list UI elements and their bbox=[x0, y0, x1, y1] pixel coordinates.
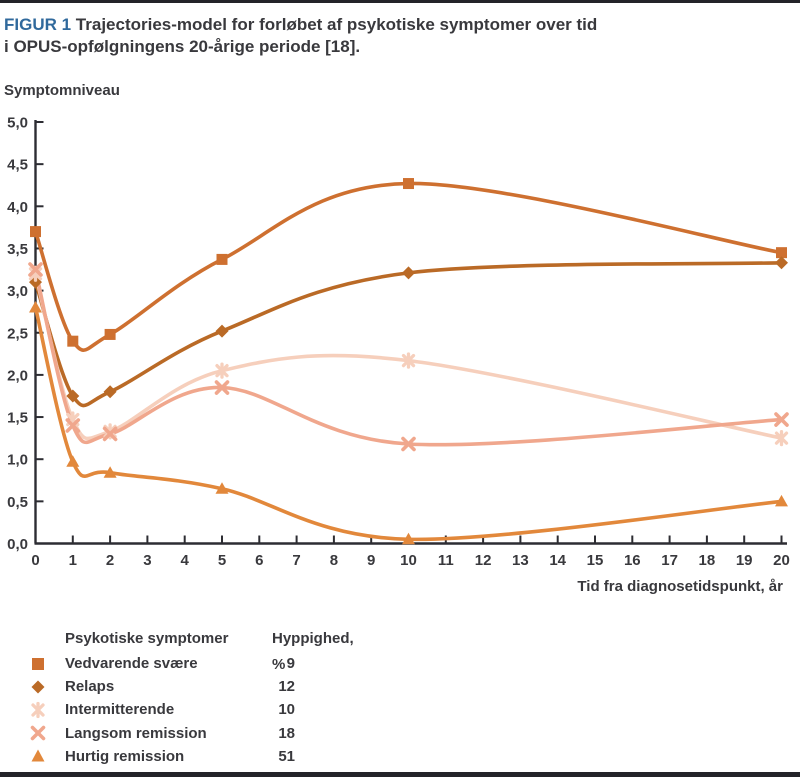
y-tick-label: 1,5 bbox=[7, 410, 28, 427]
x-tick-label: 11 bbox=[438, 552, 454, 569]
y-tick-label: 3,0 bbox=[7, 283, 28, 300]
diamond-data-marker bbox=[775, 256, 788, 270]
y-axis-title: Symptomniveau bbox=[4, 82, 120, 99]
triangle-data-marker bbox=[66, 455, 80, 467]
trajectories-chart: 0,00,51,01,52,02,53,03,54,04,55,00 1 2 3 4 5 6… bbox=[7, 115, 790, 570]
y-tick-label: 2,5 bbox=[7, 325, 28, 342]
diamond-data-marker bbox=[66, 389, 80, 403]
x-marker-icon bbox=[28, 724, 48, 742]
bottom-border-bar bbox=[0, 772, 800, 777]
figure-title-line1: Trajectories-model for forløbet af psyko… bbox=[75, 15, 598, 34]
x-tick-label: 5 bbox=[218, 552, 226, 569]
x-data-marker bbox=[102, 426, 118, 442]
square-data-marker bbox=[30, 226, 41, 238]
x-data-marker bbox=[774, 412, 789, 427]
triangle-icon bbox=[31, 749, 45, 762]
diamond-icon bbox=[31, 680, 45, 694]
triangle-data-marker bbox=[215, 482, 229, 494]
triangle-marker-icon bbox=[28, 747, 48, 765]
asterisk-marker-icon bbox=[28, 701, 48, 719]
x-tick-label: 3 bbox=[143, 552, 151, 569]
x-tick-label: 7 bbox=[292, 552, 300, 569]
figure-label: FIGUR 1 bbox=[4, 15, 72, 34]
legend-frequency-value: 9 bbox=[286, 655, 295, 672]
y-tick-label: 4,5 bbox=[7, 157, 28, 174]
triangle-data-marker bbox=[29, 300, 42, 313]
square-data-marker bbox=[403, 178, 414, 190]
triangle-data-marker bbox=[103, 466, 117, 478]
x-tick-label: 9 bbox=[367, 552, 375, 569]
x-tick-label: 4 bbox=[181, 552, 190, 569]
legend-frequency-value: 10 bbox=[278, 701, 295, 719]
legend-frequency-value: 12 bbox=[278, 678, 295, 696]
legend-label: Intermitterende bbox=[65, 701, 175, 719]
square-data-marker bbox=[216, 253, 228, 265]
asterisk-icon bbox=[31, 701, 45, 719]
diamond-data-marker bbox=[402, 266, 415, 280]
y-tick-label: 4,0 bbox=[7, 199, 28, 216]
x-tick-label: 0 bbox=[31, 552, 39, 569]
legend-row-langsom: Langsom remission 18 bbox=[28, 722, 368, 745]
x-tick-label: 13 bbox=[512, 552, 529, 569]
square-data-marker bbox=[67, 335, 79, 347]
y-tick-label: 5,0 bbox=[7, 115, 28, 132]
legend-header: Psykotiske symptomer Hyppighed, % bbox=[28, 626, 368, 673]
figure-title-line2: i OPUS-opfølgningens 20-årige periode [1… bbox=[4, 37, 361, 56]
y-tick-label: 0,5 bbox=[7, 494, 28, 511]
y-tick-label: 2,0 bbox=[7, 367, 28, 384]
x-tick-label: 1 bbox=[69, 552, 77, 569]
legend-label: Vedvarende svære bbox=[65, 655, 198, 672]
x-axis-title: Tid fra diagnosetidspunkt, år bbox=[577, 578, 783, 595]
figure-title: FIGUR 1 Trajectories-model for forløbet … bbox=[4, 14, 784, 58]
x-tick-label: 10 bbox=[400, 552, 417, 569]
chart-legend: Psykotiske symptomer Hyppighed, % Vedvar… bbox=[28, 626, 368, 768]
y-tick-label: 0,0 bbox=[7, 536, 28, 553]
diamond-marker-icon bbox=[28, 678, 48, 696]
legend-row-hurtig: Hurtig remission 51 bbox=[28, 745, 368, 768]
legend-row-intermitterende: Intermitterende 10 bbox=[28, 698, 368, 721]
x-tick-label: 6 bbox=[255, 552, 263, 569]
x-icon bbox=[30, 725, 46, 741]
square-data-marker bbox=[104, 328, 116, 340]
square-marker-icon bbox=[28, 655, 48, 673]
legend-header-symptoms: Psykotiske symptomer bbox=[65, 630, 229, 647]
triangle-data-marker bbox=[775, 494, 788, 507]
x-tick-label: 8 bbox=[330, 552, 338, 569]
x-tick-label: 12 bbox=[475, 552, 492, 569]
top-border-bar bbox=[0, 0, 800, 3]
x-tick-label: 19 bbox=[736, 552, 753, 569]
legend-row-vedvarende: Vedvarende svære 9 bbox=[28, 652, 368, 675]
legend-label: Relaps bbox=[65, 678, 115, 696]
x-tick-label: 20 bbox=[773, 552, 790, 569]
series-line-diamond bbox=[33, 261, 784, 408]
legend-label: Hurtig remission bbox=[65, 747, 185, 765]
legend-label: Langsom remission bbox=[65, 724, 207, 742]
legend-header-frequency: Hyppighed, % bbox=[272, 630, 354, 673]
x-tick-label: 17 bbox=[661, 552, 678, 569]
diamond-data-marker bbox=[103, 385, 117, 399]
legend-frequency-value: 51 bbox=[278, 747, 295, 765]
x-data-marker bbox=[401, 436, 416, 452]
y-tick-label: 1,0 bbox=[7, 452, 28, 469]
x-data-marker bbox=[65, 418, 81, 433]
x-tick-label: 15 bbox=[587, 552, 604, 569]
x-tick-label: 16 bbox=[624, 552, 641, 569]
triangle-data-marker bbox=[402, 532, 415, 545]
square-data-marker bbox=[776, 247, 787, 259]
x-data-marker bbox=[214, 380, 230, 395]
series-line-triangle bbox=[33, 305, 784, 542]
diamond-data-marker bbox=[215, 324, 229, 338]
x-data-marker bbox=[28, 262, 43, 277]
x-tick-label: 2 bbox=[106, 552, 114, 569]
square-icon bbox=[32, 657, 44, 670]
legend-frequency-value: 18 bbox=[278, 724, 295, 742]
y-tick-label: 3,5 bbox=[7, 241, 28, 258]
x-tick-label: 14 bbox=[549, 552, 566, 569]
legend-row-relaps: Relaps 12 bbox=[28, 675, 368, 698]
x-tick-label: 18 bbox=[699, 552, 716, 569]
